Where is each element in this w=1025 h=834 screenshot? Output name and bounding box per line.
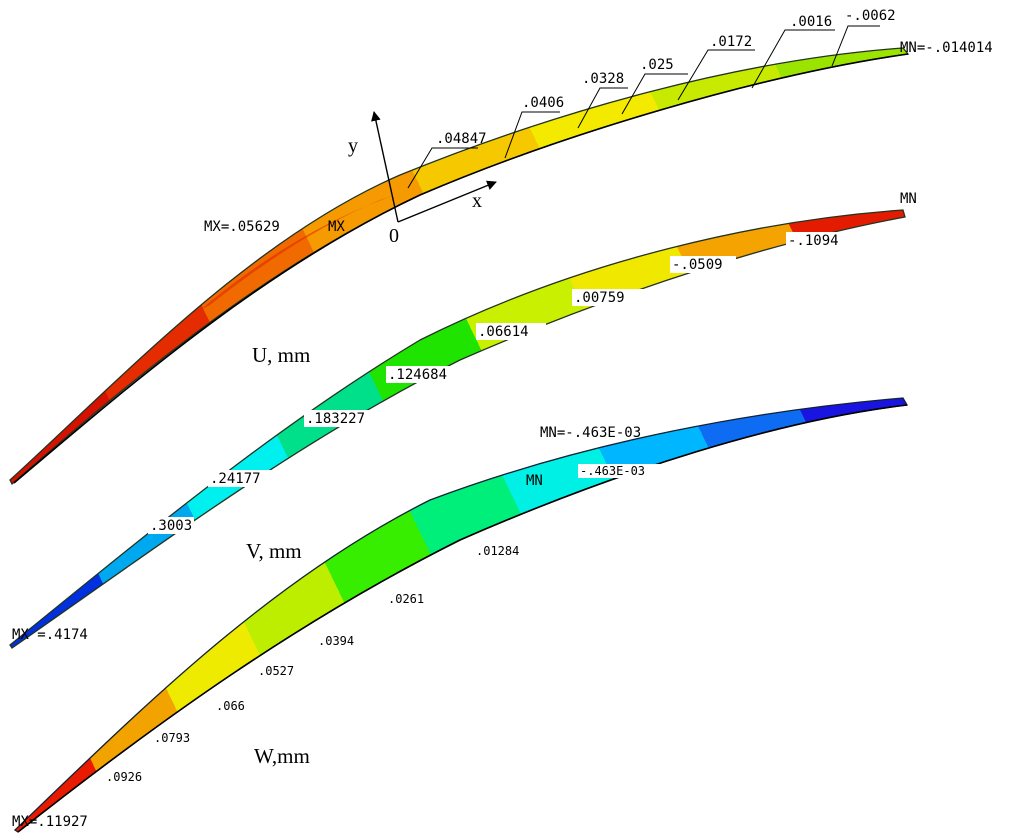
- w-label-0261: .0261: [388, 592, 424, 606]
- u-title: U, mm: [252, 343, 310, 367]
- u-label-0016: .0016: [790, 14, 832, 30]
- v-label-boxes: [148, 232, 862, 534]
- w-title: W,mm: [254, 744, 310, 768]
- w-label-boxes: [104, 464, 668, 784]
- w-blade-shape: [13, 397, 909, 833]
- x-axis-label: x: [472, 190, 482, 212]
- v-mx-label: MX =.4174: [12, 627, 88, 643]
- v-label-1094: -.1094: [788, 233, 839, 249]
- u-label-0406: .0406: [522, 95, 564, 111]
- v-label-24177: .24177: [210, 471, 261, 487]
- v-label-3003: .3003: [150, 518, 192, 534]
- v-label-124684: .124684: [388, 367, 447, 383]
- u-label-0172: .0172: [710, 34, 752, 50]
- u-label-025: .025: [640, 57, 674, 73]
- w-mx-label: MX=.11927: [12, 814, 88, 830]
- v-plot: MN .3003 .24177 .183227 .124684 .06614 .…: [9, 191, 917, 649]
- w-label-0394: .0394: [318, 634, 354, 648]
- u-label-0062: -.0062: [845, 8, 896, 24]
- u-leaders: [407, 25, 880, 189]
- w-label-0793: .0793: [154, 731, 190, 745]
- x-axis-arrow: [397, 180, 497, 223]
- v-label-183227: .183227: [306, 411, 365, 427]
- w-blade-edge: [17, 404, 908, 833]
- v-title: V, mm: [246, 539, 302, 563]
- origin-label: 0: [389, 225, 399, 247]
- v-label-0509: -.0509: [672, 257, 723, 273]
- w-label-000463: -.463E-03: [580, 464, 645, 478]
- u-mx-tag: MX: [328, 219, 345, 235]
- w-label-066: .066: [216, 699, 245, 713]
- w-mn-tag: MN: [526, 473, 543, 489]
- y-axis-label: y: [348, 135, 358, 157]
- u-mx-label: MX=.05629: [204, 219, 280, 235]
- v-label-00759: .00759: [574, 290, 625, 306]
- v-mn-label: MN: [900, 191, 917, 207]
- w-label-0527: .0527: [258, 664, 294, 678]
- y-axis-arrow: [371, 111, 399, 223]
- w-mn-label: MN=-.463E-03: [540, 425, 641, 441]
- w-label-01284: .01284: [476, 544, 519, 558]
- v-blade-shape: [9, 209, 906, 649]
- u-label-0328: .0328: [582, 71, 624, 87]
- u-label-04847: .04847: [436, 131, 487, 147]
- u-plot: .04847 .0406 .0328 .025 .0172 .0016 -.00…: [9, 8, 993, 486]
- u-mn-label: MN=-.014014: [900, 40, 993, 56]
- w-plot: MN=-.463E-03 MN -.463E-03 .01284 .0261 .…: [12, 397, 909, 833]
- v-label-06614: .06614: [478, 324, 529, 340]
- w-label-0926: .0926: [106, 770, 142, 784]
- coordinate-axes: y x 0: [348, 111, 497, 247]
